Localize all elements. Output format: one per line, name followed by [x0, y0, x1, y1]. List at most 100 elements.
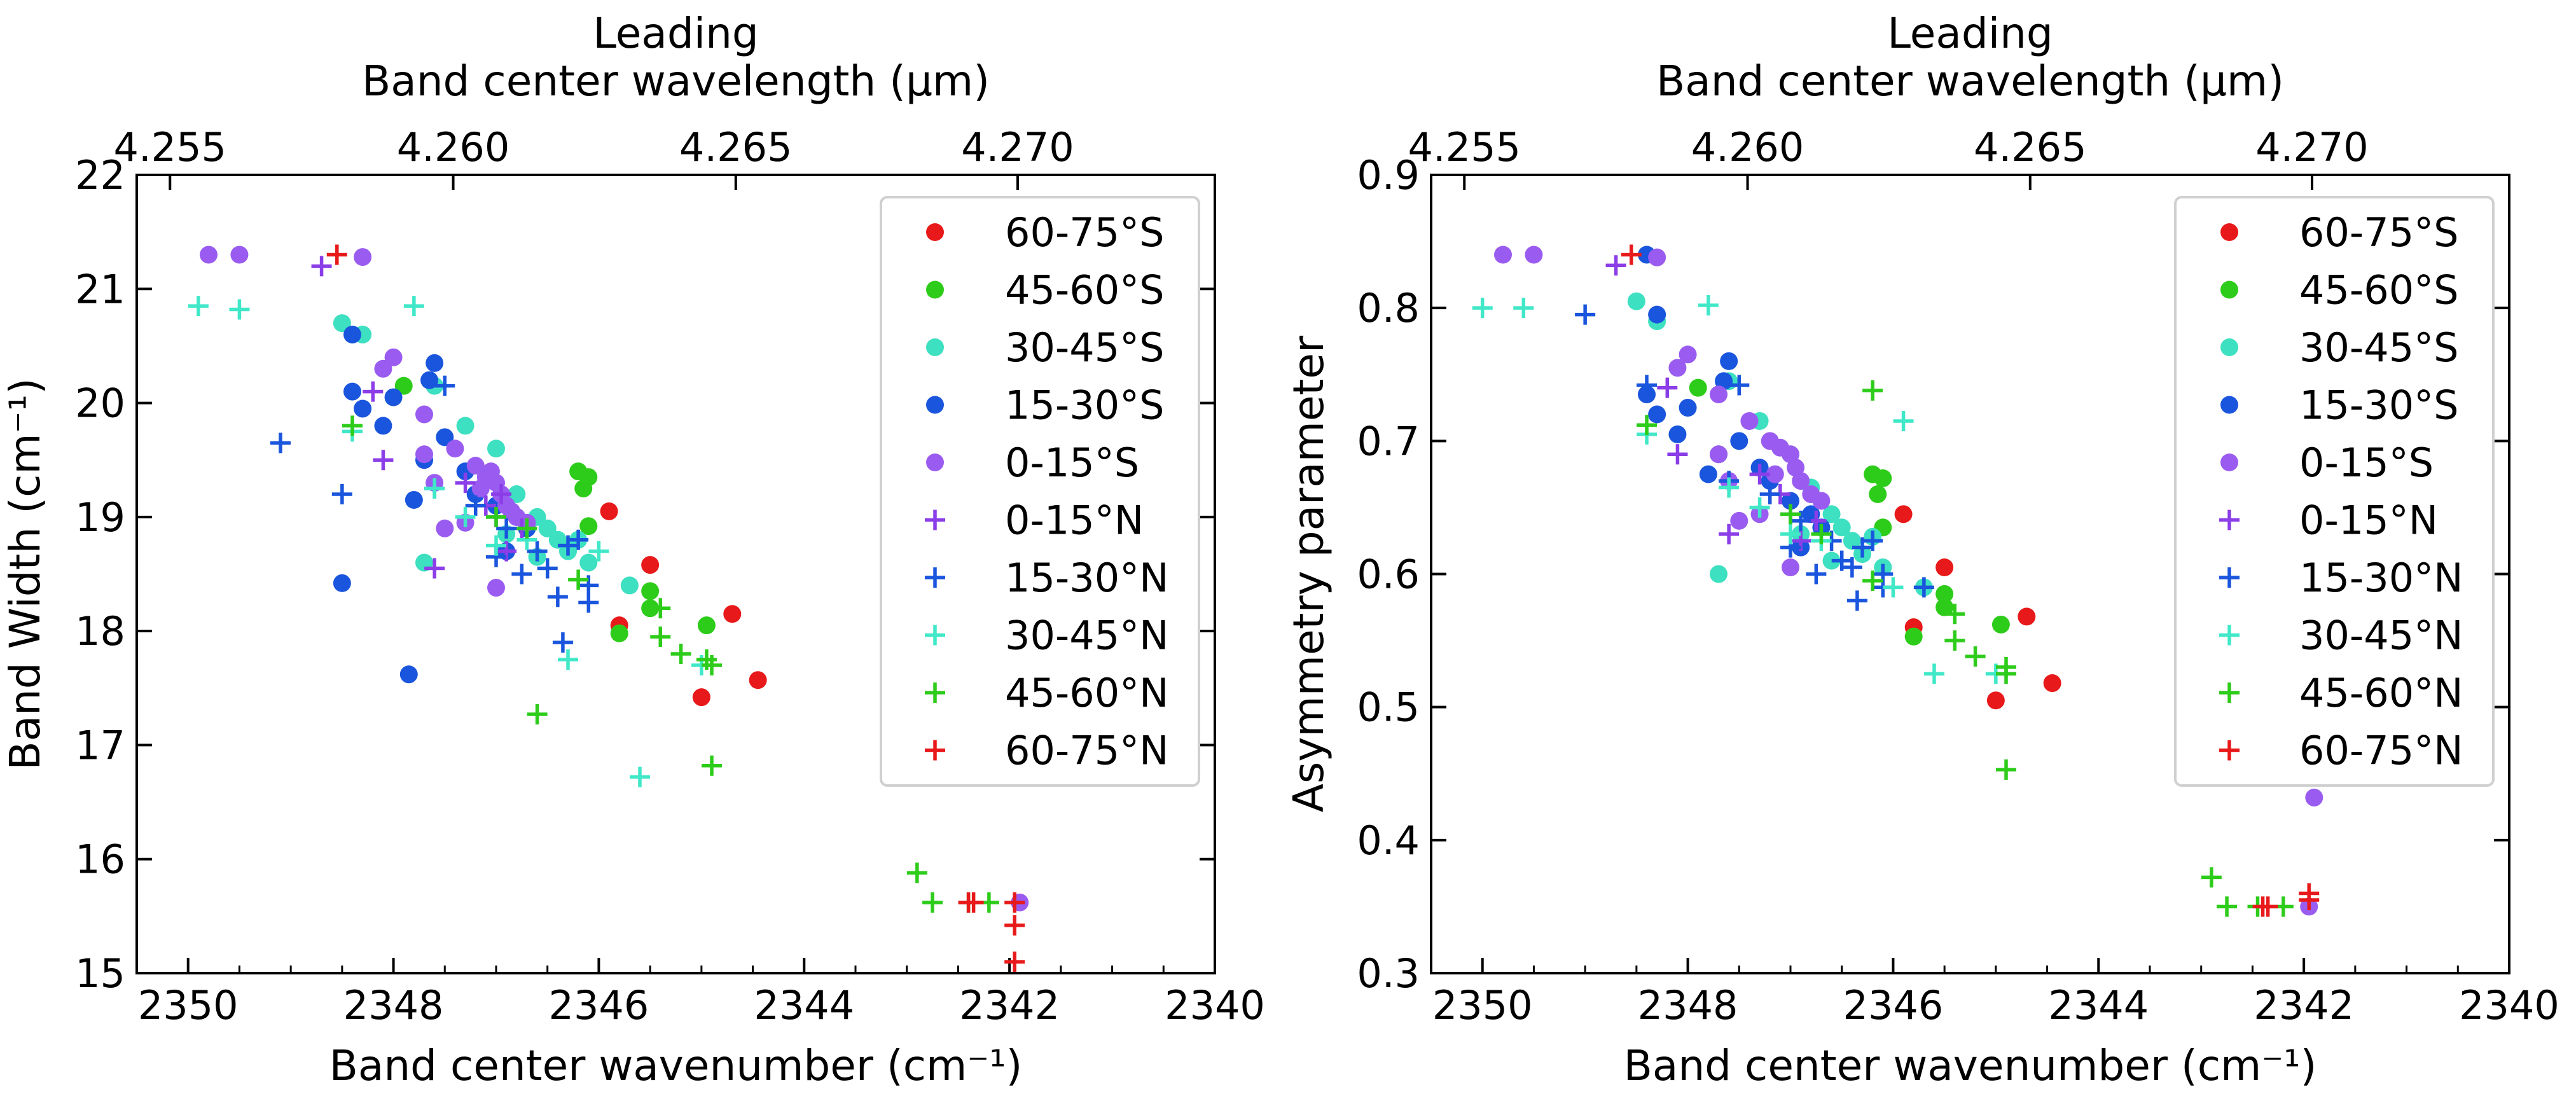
legend-marker-plus [925, 682, 945, 703]
legend-entry: 15-30°S [2299, 382, 2459, 429]
data-point-plus [1667, 444, 1688, 465]
top-tick-label: 4.260 [397, 124, 510, 170]
data-point-circle [436, 519, 454, 537]
data-point-circle [1494, 246, 1512, 264]
data-point-circle [641, 582, 660, 600]
y-axis-label: Band Width (cm⁻¹) [1, 378, 50, 770]
data-point-circle [502, 502, 521, 520]
data-point-plus [1806, 564, 1827, 585]
data-point-plus [1862, 570, 1883, 591]
legend-entry: 45-60°N [2299, 670, 2463, 716]
data-point-circle [749, 671, 767, 689]
data-point-plus [527, 704, 548, 725]
data-point-circle [399, 665, 418, 684]
data-point-plus [1605, 255, 1626, 276]
legend-marker-plus [925, 740, 945, 761]
data-point-circle [446, 440, 464, 458]
series-60-75°N [1621, 244, 2320, 917]
data-point-plus [2217, 896, 2238, 917]
data-point-plus [1637, 415, 1657, 436]
legend-entry: 45-60°S [1005, 267, 1165, 314]
data-point-plus [1944, 630, 1965, 651]
data-point-circle [420, 371, 439, 389]
data-point-circle [1935, 598, 1954, 616]
x-tick-label: 2346 [1843, 982, 1944, 1028]
data-point-circle [1822, 505, 1841, 523]
y-tick-label: 0.4 [1357, 817, 1420, 864]
data-point-plus [326, 244, 347, 265]
data-point-plus [537, 558, 558, 579]
data-point-circle [1874, 469, 1892, 487]
legend-marker-circle [2220, 280, 2238, 299]
data-point-circle [579, 517, 598, 536]
data-point-plus [2299, 883, 2320, 904]
data-point-circle [697, 616, 716, 635]
y-axis-label: Asymmetry parameter [1284, 335, 1333, 812]
right-panel-asymmetry: 2350 2348 2346 2344 2342 2340 0.3 0.4 0.5 0.6 0.7 0… [1284, 9, 2559, 1090]
legend-marker-plus [925, 625, 945, 646]
data-point-circle [394, 377, 413, 395]
data-point-circle [2018, 607, 2036, 626]
y-tick-label: 18 [75, 608, 125, 654]
data-point-circle [1869, 485, 1887, 503]
data-point-circle [1648, 248, 1666, 267]
y-tick-label: 19 [75, 494, 125, 541]
series-45-60°S [394, 377, 716, 642]
data-point-plus [270, 433, 291, 454]
legend-marker-circle [2220, 454, 2238, 471]
data-point-circle [343, 326, 361, 343]
data-point-plus [2201, 867, 2222, 888]
data-point-plus [552, 632, 573, 653]
data-point-plus [696, 649, 717, 670]
legend-marker-circle [926, 454, 944, 471]
legend-entry: 0-15°N [1005, 497, 1144, 544]
legend-marker-plus [925, 509, 945, 530]
data-point-circle [579, 553, 598, 572]
legend-box [2174, 196, 2495, 787]
x-tick-label: 2350 [138, 982, 239, 1028]
data-point-circle [374, 359, 392, 378]
data-point-plus [1513, 298, 1534, 319]
legend-entry: 60-75°S [2299, 209, 2459, 256]
y-tick-label: 0.5 [1357, 684, 1420, 731]
data-point-plus [1004, 892, 1025, 913]
legend-entry: 15-30°N [1005, 555, 1169, 601]
data-point-circle [641, 599, 660, 618]
data-point-plus [1729, 375, 1750, 396]
data-point-plus [1719, 523, 1740, 544]
data-point-plus [578, 592, 599, 613]
data-point-plus [1004, 952, 1025, 973]
data-point-plus [486, 535, 506, 556]
data-point-circle [1812, 492, 1831, 510]
data-point-circle [723, 605, 742, 623]
x-tick-label: 2340 [1165, 982, 1265, 1028]
data-point-plus [1749, 497, 1770, 518]
left-panel-band-width: 2350 2348 2346 2344 2342 2340 15 16 17 18 19 20 21 22… [1, 9, 1265, 1090]
data-point-plus [1759, 484, 1780, 504]
data-point-plus [496, 518, 517, 539]
data-point-plus [491, 484, 512, 504]
data-point-circle [1679, 399, 1697, 417]
data-point-plus [527, 541, 548, 562]
data-point-plus [373, 450, 394, 471]
data-point-plus [342, 415, 363, 436]
data-point-circle [1730, 511, 1748, 530]
data-point-plus [558, 535, 578, 556]
data-point-circle [230, 246, 249, 264]
series-60-75°N [326, 244, 1025, 973]
data-point-circle [1991, 615, 2010, 634]
data-point-plus [1780, 523, 1801, 544]
data-point-circle [1832, 518, 1851, 537]
y-tick-label: 0.7 [1357, 418, 1420, 464]
data-point-circle [1710, 385, 1728, 404]
chart-title: Leading [593, 9, 759, 58]
data-point-plus [311, 256, 332, 277]
data-point-circle [1740, 412, 1759, 430]
x-tick-label: 2344 [2048, 982, 2149, 1028]
series-60-75°S [600, 502, 767, 707]
data-point-circle [384, 348, 403, 366]
data-point-circle [333, 574, 351, 592]
data-point-plus [1846, 590, 1867, 611]
legend-marker-circle [926, 338, 944, 356]
top-axis-label: Band center wavelength (μm) [1656, 57, 2284, 106]
